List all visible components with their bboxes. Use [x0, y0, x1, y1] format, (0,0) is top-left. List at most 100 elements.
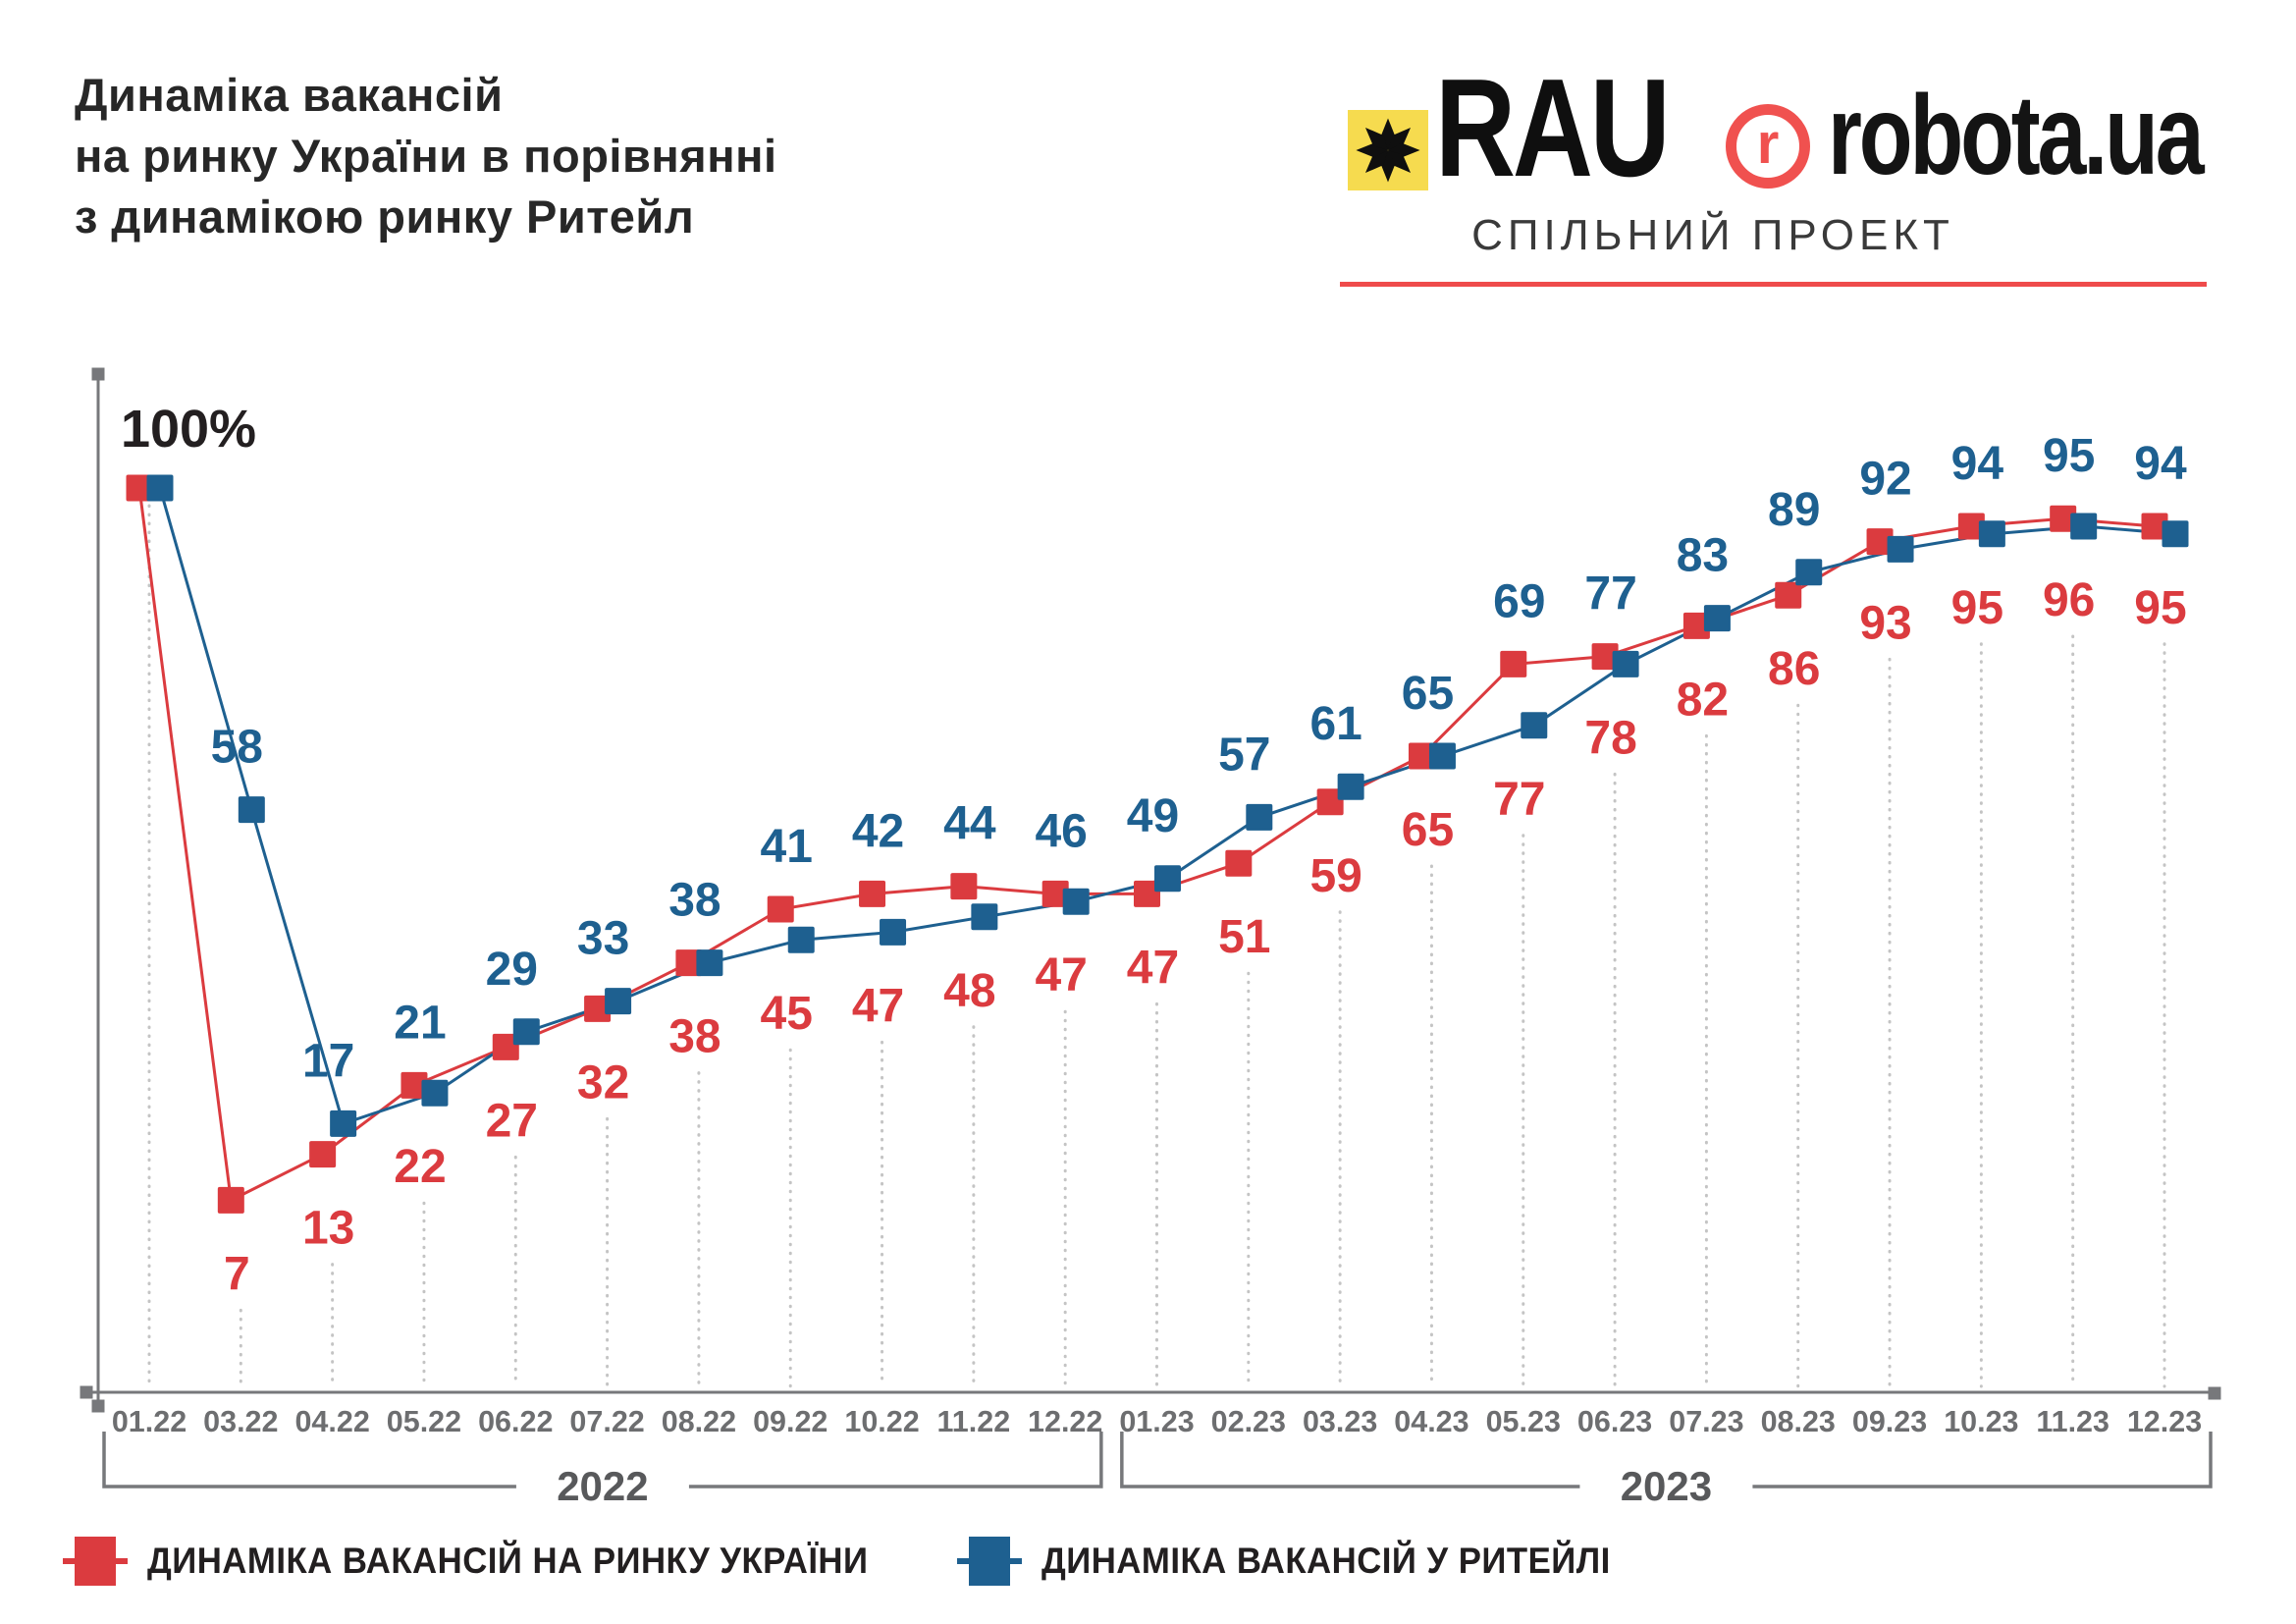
value-label-retail: 38 — [668, 875, 721, 927]
value-label-retail: 49 — [1127, 790, 1179, 842]
value-label-ukraine: 65 — [1402, 804, 1454, 856]
data-point-marker-blue — [1246, 803, 1273, 831]
value-label-ukraine: 27 — [486, 1095, 538, 1147]
x-tick-label: 06.23 — [1577, 1405, 1652, 1438]
year-bracket — [1120, 1432, 1580, 1489]
robota-r-letter: r — [1756, 112, 1780, 176]
data-point-marker-blue — [1428, 742, 1456, 770]
year-bracket — [102, 1432, 516, 1489]
value-label-retail: 29 — [486, 944, 538, 996]
robota-logo-icon: r — [1726, 104, 1810, 189]
robota-logo-text: robota.ua — [1828, 73, 2205, 198]
x-tick-label: 04.23 — [1394, 1405, 1468, 1438]
value-label-retail: 94 — [1951, 438, 2004, 490]
x-tick-label: 05.22 — [387, 1405, 461, 1438]
data-point-marker-blue — [330, 1110, 357, 1137]
data-point-marker-blue — [1703, 605, 1731, 632]
rau-star-icon — [1356, 118, 1420, 183]
value-label-ukraine: 48 — [943, 965, 995, 1017]
x-tick-label: 12.22 — [1028, 1405, 1102, 1438]
legend-item-ukraine: ДИНАМІКА ВАКАНСІЙ НА РИНКУ УКРАЇНИ — [63, 1532, 914, 1591]
year-bracket — [688, 1432, 1103, 1489]
data-point-marker-blue — [512, 1018, 540, 1046]
data-point-marker-red — [675, 949, 703, 977]
data-point-marker-blue — [1887, 535, 1914, 563]
value-label-ukraine: 47 — [1035, 949, 1087, 1001]
value-label-ukraine: 95 — [2134, 582, 2186, 634]
value-label-ukraine: 22 — [394, 1141, 446, 1193]
value-label-ukraine: 93 — [1859, 597, 1911, 649]
x-tick-label: 01.23 — [1119, 1405, 1194, 1438]
data-point-marker-blue — [787, 926, 815, 953]
x-tick-label: 10.22 — [844, 1405, 919, 1438]
x-tick-label: 09.23 — [1852, 1405, 1927, 1438]
value-label-ukraine: 78 — [1584, 712, 1636, 764]
x-tick-label: 11.22 — [937, 1405, 1011, 1438]
data-point-marker-red — [584, 995, 612, 1022]
value-label-retail: 65 — [1402, 668, 1454, 720]
x-tick-label: 11.23 — [2036, 1405, 2109, 1438]
value-label-ukraine: 77 — [1493, 774, 1545, 826]
value-label-retail: 89 — [1768, 484, 1820, 536]
x-tick-label: 05.23 — [1486, 1405, 1561, 1438]
data-point-marker-blue — [1978, 520, 2005, 548]
data-point-marker-blue — [238, 796, 265, 824]
data-point-marker-blue — [971, 903, 998, 931]
header-divider-line — [1340, 282, 2207, 287]
x-tick-label: 12.23 — [2127, 1405, 2202, 1438]
data-point-marker-red — [1134, 880, 1160, 907]
value-label-retail: 95 — [2043, 430, 2095, 482]
x-tick-label: 06.22 — [478, 1405, 553, 1438]
value-label-retail: 61 — [1309, 698, 1362, 750]
data-point-marker-red — [126, 474, 153, 502]
data-point-marker-blue — [1154, 865, 1181, 893]
value-label-ukraine: 95 — [1951, 582, 2003, 634]
data-point-marker-red — [2050, 505, 2077, 532]
value-label-retail: 41 — [761, 821, 813, 873]
data-point-marker-blue — [696, 949, 723, 977]
data-point-marker-red — [1225, 849, 1253, 877]
page-title-line-3: з динамікою ринку Ритейл — [75, 190, 695, 244]
value-label-retail: 77 — [1584, 568, 1636, 621]
year-label: 2023 — [1621, 1463, 1712, 1509]
data-point-marker-red — [1041, 880, 1069, 907]
value-label-retail: 58 — [211, 722, 263, 774]
x-tick-label: 03.22 — [203, 1405, 278, 1438]
data-point-marker-blue — [2070, 513, 2098, 540]
legend-label-retail: ДИНАМІКА ВАКАНСІЙ У РИТЕЙЛІ — [1041, 1541, 1611, 1581]
year-bracket — [1752, 1432, 2213, 1489]
joint-project-subtitle: СПІЛЬНИЙ ПРОЕКТ — [1471, 211, 1954, 259]
data-point-marker-red — [1316, 788, 1344, 816]
data-point-marker-blue — [421, 1079, 449, 1107]
data-point-marker-blue — [605, 988, 632, 1015]
data-point-marker-blue — [1795, 559, 1823, 586]
axis-end-cap — [91, 1399, 105, 1413]
value-label-retail: 92 — [1859, 454, 1911, 506]
value-label-ukraine: 51 — [1218, 911, 1270, 963]
legend-item-retail: ДИНАМІКА ВАКАНСІЙ У РИТЕЙЛІ — [957, 1532, 1647, 1591]
x-tick-label: 02.23 — [1211, 1405, 1286, 1438]
data-point-marker-red — [2141, 513, 2168, 540]
data-point-marker-red — [1866, 528, 1894, 556]
data-point-marker-blue — [1337, 773, 1364, 800]
value-label-retail: 57 — [1218, 729, 1270, 781]
x-tick-label: 04.22 — [294, 1405, 369, 1438]
value-label-ukraine: 13 — [302, 1203, 354, 1255]
value-label-ukraine: 38 — [668, 1011, 721, 1063]
value-label-retail: 21 — [394, 997, 446, 1049]
data-point-marker-red — [1682, 612, 1710, 639]
legend-marker-red — [63, 1533, 128, 1590]
value-label-ukraine: 7 — [224, 1248, 250, 1300]
data-point-marker-red — [1408, 742, 1435, 770]
data-point-marker-red — [492, 1033, 519, 1060]
data-point-marker-blue — [2162, 520, 2189, 548]
page-title-line-2: на ринку України в порівнянні — [75, 130, 777, 183]
data-point-marker-red — [859, 880, 886, 907]
x-tick-label: 10.23 — [1944, 1405, 2018, 1438]
value-label-retail: 46 — [1035, 805, 1087, 857]
value-label-retail: 17 — [302, 1035, 354, 1087]
page-title: Динаміка вакансій на ринку України в пор… — [75, 65, 777, 247]
legend-label-ukraine: ДИНАМІКА ВАКАНСІЙ НА РИНКУ УКРАЇНИ — [147, 1541, 869, 1581]
rau-logo-icon — [1348, 110, 1428, 190]
